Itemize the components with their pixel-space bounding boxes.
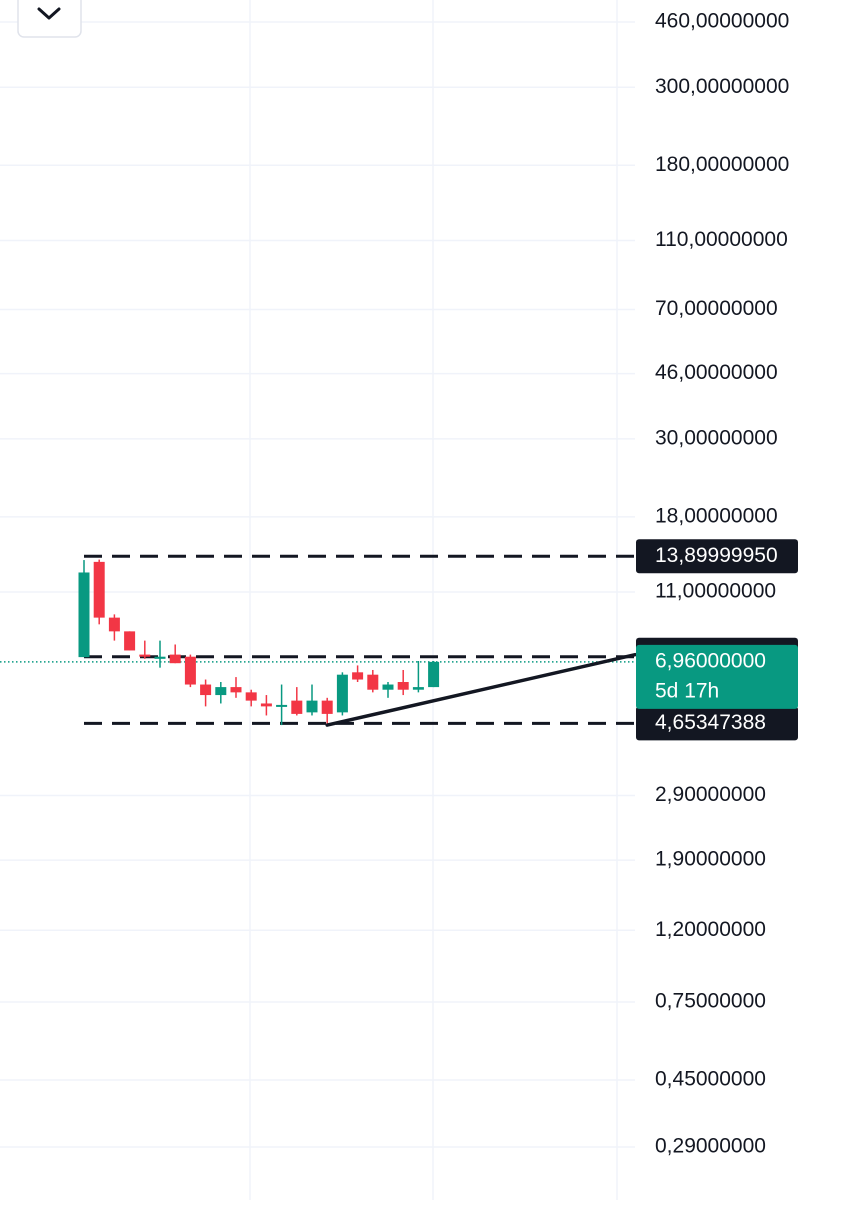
- y-tick-label: 2,90000000: [655, 783, 766, 806]
- chevron-icon[interactable]: [37, 7, 61, 20]
- y-tick-label: 30,00000000: [655, 426, 778, 449]
- candle-body: [78, 572, 90, 658]
- candle-body: [245, 692, 257, 701]
- grid: [0, 21, 635, 1148]
- candle-body: [215, 687, 227, 696]
- trend-line: [325, 652, 637, 727]
- y-tick-label: 110,00000000: [655, 228, 788, 251]
- y-tick-label: 460,00000000: [655, 10, 789, 33]
- last-price-box: [636, 644, 798, 709]
- candle-body: [200, 684, 212, 696]
- candle-body: [306, 700, 318, 713]
- y-tick-label: 1,20000000: [655, 918, 766, 941]
- candle-body: [428, 661, 440, 688]
- level-price-label: 13,89999950: [655, 544, 778, 567]
- candle-body: [367, 674, 379, 690]
- y-tick-label: 70,00000000: [655, 297, 778, 320]
- candle-body: [276, 704, 288, 707]
- marks: [0, 554, 637, 727]
- last-price-label: 6,96000000: [655, 649, 766, 672]
- y-tick-label: 46,00000000: [655, 361, 778, 384]
- candle-body: [352, 672, 364, 680]
- candle-body: [336, 674, 348, 713]
- candle-body: [124, 631, 136, 651]
- candle-body: [154, 656, 166, 659]
- y-tick-label: 180,00000000: [655, 153, 789, 176]
- candle-body: [108, 617, 120, 632]
- y-tick-label: 1,90000000: [655, 848, 766, 871]
- y-tick-label: 0,45000000: [655, 1068, 766, 1091]
- candle-body: [291, 700, 303, 714]
- level-price-label: 4,65347388: [655, 711, 766, 734]
- candle-body: [382, 684, 394, 690]
- candle-body: [321, 700, 333, 714]
- candle-body: [169, 654, 181, 664]
- y-tick-label: 18,00000000: [655, 504, 778, 527]
- candle-body: [184, 656, 196, 685]
- y-tick-label: 0,75000000: [655, 990, 766, 1013]
- candle-body: [139, 654, 151, 657]
- y-tick-label: 300,00000000: [655, 75, 789, 98]
- level-price-label-box: [636, 706, 798, 741]
- level-price-label-box: [636, 539, 798, 574]
- y-tick-label: 0,29000000: [655, 1135, 766, 1158]
- candle-body: [397, 682, 409, 690]
- candle-body: [93, 561, 105, 618]
- candle-body: [230, 687, 242, 693]
- candle-body: [412, 687, 424, 690]
- y-tick-label: 11,00000000: [655, 580, 776, 603]
- axis-labels: 460,00000000 300,00000000 180,00000000 110,…: [636, 10, 798, 1158]
- countdown-label: 5d 17h: [655, 679, 719, 702]
- candle-body: [260, 703, 272, 707]
- collapse-button[interactable]: [17, 0, 82, 38]
